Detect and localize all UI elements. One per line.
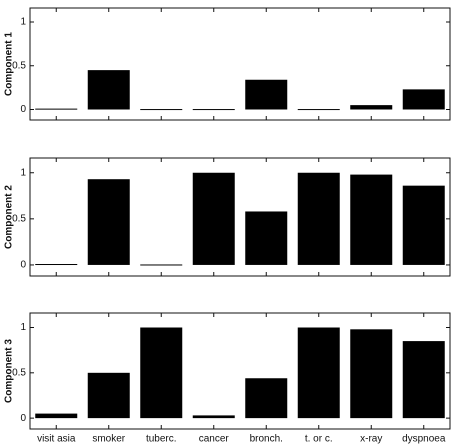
y-tick-label: 0 (20, 260, 26, 271)
plot-frame (29, 7, 451, 121)
y-axis-label: Component 1 (4, 32, 15, 96)
bar (140, 109, 183, 111)
y-axis-label: Component 2 (4, 185, 15, 249)
x-tick-label: cancer (199, 434, 230, 445)
bar (402, 341, 445, 419)
y-axis-label: Component 3 (4, 339, 15, 403)
x-tick-label: dyspnoea (402, 434, 446, 445)
bar (245, 79, 288, 110)
bar (192, 109, 235, 111)
bar (35, 413, 78, 419)
y-tick-label: 0 (20, 104, 26, 115)
y-tick-label: 1 (20, 17, 26, 28)
x-tick-label: smoker (92, 434, 125, 445)
plot-frame (29, 157, 451, 277)
bar (140, 327, 183, 419)
x-tick-label: tuberc. (146, 434, 177, 445)
y-tick-label: 1 (20, 322, 26, 333)
bar (35, 108, 78, 110)
bar (350, 174, 393, 265)
x-tick-label: t. or c. (305, 434, 333, 445)
bar (140, 264, 183, 266)
bar (245, 211, 288, 265)
bar (245, 378, 288, 419)
y-tick-label: 0 (20, 413, 26, 424)
bar (402, 89, 445, 110)
bar (402, 185, 445, 265)
bar (350, 105, 393, 110)
bar (87, 179, 130, 265)
bar (350, 329, 393, 419)
bar (192, 172, 235, 265)
x-tick-label: bronch. (250, 434, 283, 445)
bar (35, 264, 78, 266)
bar (87, 372, 130, 419)
y-tick-label: 0.5 (12, 213, 26, 224)
bar (87, 70, 130, 110)
bar (297, 327, 340, 419)
y-tick-label: 0.5 (12, 60, 26, 71)
plot-frame (29, 312, 451, 430)
bar (192, 415, 235, 419)
y-tick-label: 0.5 (12, 367, 26, 378)
bar (297, 172, 340, 265)
bar (297, 109, 340, 111)
x-tick-label: x-ray (360, 434, 382, 445)
y-tick-label: 1 (20, 167, 26, 178)
x-tick-label: visit asia (37, 434, 76, 445)
